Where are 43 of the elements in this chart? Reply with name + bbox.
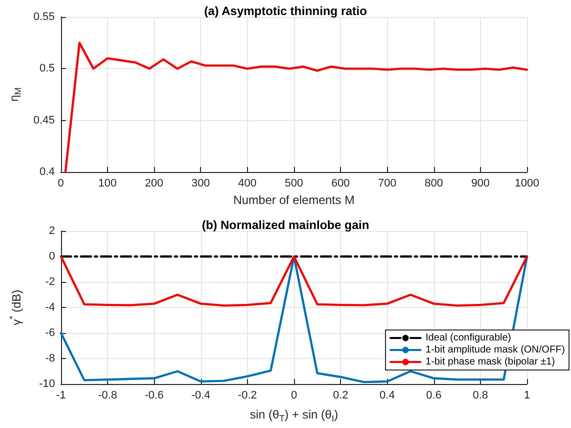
x-tick-label: 0 <box>58 178 64 190</box>
line-series <box>60 255 528 307</box>
y-tick-label: -10 <box>39 378 55 390</box>
legend-label: Ideal (configurable) <box>426 332 512 344</box>
x-tick-label: 500 <box>284 178 304 190</box>
x-tick-label: 100 <box>98 178 117 190</box>
x-tick-label: 0 <box>290 390 298 402</box>
x-tick-label: -0.6 <box>144 390 164 402</box>
legend-label: 1-bit phase mask (bipolar ±1) <box>426 356 555 368</box>
y-tick-label: 0 <box>48 250 55 262</box>
x-tick-label: 700 <box>378 178 396 190</box>
y-tick-label: -6 <box>45 327 55 339</box>
legend-label: 1-bit amplitude mask (ON/OFF) <box>426 344 566 356</box>
line-series <box>64 42 528 174</box>
x-tick-label: 0.2 <box>332 390 348 402</box>
y-tick-label: 0.45 <box>33 114 55 126</box>
x-tick-label: 200 <box>144 178 164 190</box>
y-tick-label: 0.5 <box>40 62 55 75</box>
x-tick-label: -1 <box>56 390 66 402</box>
x-tick-label: 600 <box>331 178 350 190</box>
x-tick-label: 900 <box>471 178 490 190</box>
x-tick-label: 400 <box>238 178 256 190</box>
y-tick-label: -2 <box>45 276 55 288</box>
y-tick-label: -8 <box>45 352 55 364</box>
y-tick-label: -4 <box>45 302 55 314</box>
x-tick-label: 0.6 <box>426 390 442 402</box>
x-tick-label: 800 <box>424 178 443 190</box>
x-tick-label: -0.2 <box>238 390 257 402</box>
x-tick-label: 300 <box>191 178 210 190</box>
x-tick-label: 1000 <box>514 178 540 190</box>
x-tick-label: 0.8 <box>472 390 488 402</box>
chart-title: (a) Asymptotic thinning ratio <box>204 4 367 18</box>
x-tick-label: -0.8 <box>98 390 118 402</box>
y-axis-title: ηM <box>7 87 23 102</box>
y-tick-label: 0.4 <box>40 166 55 178</box>
x-axis-title: Number of elements M <box>233 193 355 207</box>
y-tick-label: 2 <box>48 225 55 237</box>
y-axis-title: γ* (dB) <box>8 290 24 326</box>
chart-title: (b) Normalized mainlobe gain <box>202 218 370 232</box>
x-tick-label: 1 <box>524 390 530 402</box>
y-tick-label: 0.55 <box>33 11 55 23</box>
x-tick-label: 0.4 <box>380 390 395 402</box>
x-tick-label: -0.4 <box>191 390 210 402</box>
